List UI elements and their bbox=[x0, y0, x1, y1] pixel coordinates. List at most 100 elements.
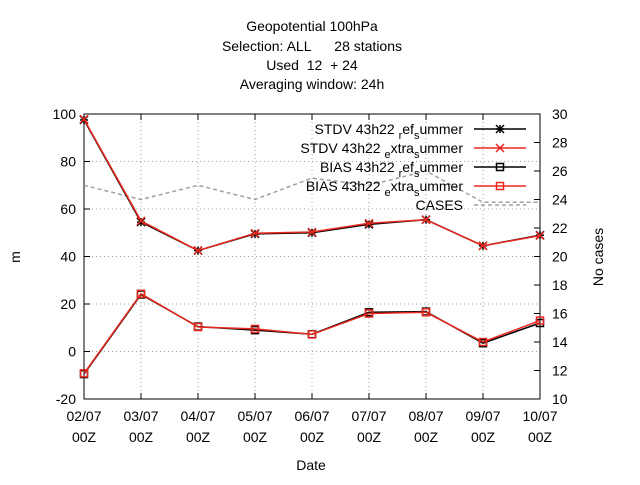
data-point bbox=[535, 316, 545, 325]
series-4 bbox=[83, 170, 540, 204]
data-point bbox=[364, 219, 374, 229]
legend-label-part: s bbox=[414, 130, 420, 142]
legend-label-part: BIAS 43h22 bbox=[306, 178, 385, 194]
data-point bbox=[136, 216, 146, 226]
data-point bbox=[478, 241, 488, 251]
y-tick-label: 40 bbox=[60, 249, 76, 265]
title-line-1: Geopotential 100hPa bbox=[246, 18, 378, 34]
x-tick-label-date: 06/07 bbox=[294, 408, 329, 424]
legend-swatch-marker bbox=[495, 162, 505, 172]
x-tick-label-date: 10/07 bbox=[522, 408, 557, 424]
title-line-3: Used 12 + 24 bbox=[266, 57, 358, 73]
y2-tick-label: 10 bbox=[552, 391, 568, 407]
y-tick-label: 0 bbox=[68, 344, 76, 360]
data-point bbox=[535, 231, 545, 241]
y2-tick-label: 24 bbox=[552, 192, 568, 208]
y2-tick-label: 12 bbox=[552, 363, 568, 379]
x-tick-label-date: 03/07 bbox=[123, 408, 158, 424]
legend-label-part: s bbox=[414, 187, 420, 199]
x-tick-label-hour: 00Z bbox=[72, 429, 97, 445]
y2-tick-label: 22 bbox=[552, 220, 568, 236]
data-point bbox=[364, 309, 374, 318]
legend-label: STDV 43h22 refsummer bbox=[315, 121, 464, 142]
legend-label-part: ummer bbox=[419, 178, 463, 194]
y2-tick-label: 20 bbox=[552, 249, 568, 265]
series-3 bbox=[79, 289, 545, 378]
legend-label-part: s bbox=[414, 149, 420, 161]
legend-label: BIAS 43h22 extrasummer bbox=[306, 178, 463, 199]
x-tick-label-hour: 00Z bbox=[243, 429, 268, 445]
data-point bbox=[250, 228, 260, 238]
legend-label-part: e bbox=[384, 149, 390, 161]
legend-swatch-marker bbox=[495, 124, 505, 134]
legend-label-part: ummer bbox=[419, 159, 463, 175]
data-point bbox=[364, 218, 374, 228]
legend-label-part: ummer bbox=[419, 140, 463, 156]
legend-label-part: ef bbox=[402, 121, 414, 137]
legend-swatch-marker bbox=[495, 143, 505, 153]
x-tick-label-hour: 00Z bbox=[357, 429, 382, 445]
data-point bbox=[136, 289, 146, 299]
legend-label: STDV 43h22 extrasummer bbox=[300, 140, 463, 161]
x-tick-label-hour: 00Z bbox=[300, 429, 325, 445]
data-point bbox=[421, 308, 431, 317]
legend-label-part: ef bbox=[402, 159, 414, 175]
data-point bbox=[79, 114, 89, 124]
x-tick-label-hour: 00Z bbox=[186, 429, 211, 445]
series-layer bbox=[79, 114, 545, 379]
data-point bbox=[307, 330, 317, 339]
x-tick-label-date: 07/07 bbox=[351, 408, 386, 424]
legend-swatch-marker bbox=[495, 181, 505, 191]
y2-axis-ticks: 10 12 14 16 18 20 22 24 26 28 30 bbox=[534, 106, 568, 407]
x-tick-label-hour: 00Z bbox=[528, 429, 553, 445]
legend-label-part: r bbox=[399, 168, 403, 180]
legend-label-part: s bbox=[414, 168, 420, 180]
y-axis-label: m bbox=[7, 251, 23, 263]
title-line-2: Selection: ALL 28 stations bbox=[222, 38, 402, 54]
y-tick-label: 100 bbox=[53, 106, 77, 122]
legend-label-part: e bbox=[384, 187, 390, 199]
x-tick-label-date: 02/07 bbox=[66, 408, 101, 424]
legend-label: CASES bbox=[416, 197, 463, 213]
x-tick-label-hour: 00Z bbox=[414, 429, 439, 445]
x-tick-label-hour: 00Z bbox=[129, 429, 154, 445]
data-point bbox=[193, 322, 203, 332]
series-line bbox=[83, 170, 540, 204]
x-tick-label-hour: 00Z bbox=[471, 429, 496, 445]
series-line bbox=[83, 292, 541, 374]
x-tick-label-date: 08/07 bbox=[408, 408, 443, 424]
y2-tick-label: 18 bbox=[552, 277, 568, 293]
y2-tick-label: 28 bbox=[552, 135, 568, 151]
y2-tick-label: 30 bbox=[552, 106, 568, 122]
legend-label-part: STDV 43h22 bbox=[300, 140, 384, 156]
legend-label-part: ummer bbox=[419, 121, 463, 137]
chart-title: Geopotential 100hPa Selection: ALL 28 st… bbox=[222, 18, 402, 92]
legend-label-part: xtra bbox=[391, 140, 415, 156]
legend-label-part: BIAS 43h22 bbox=[320, 159, 399, 175]
y-tick-label: -20 bbox=[56, 391, 76, 407]
x-tick-label-date: 05/07 bbox=[237, 408, 272, 424]
data-point bbox=[193, 246, 203, 256]
y2-tick-label: 26 bbox=[552, 163, 568, 179]
legend-label-part: r bbox=[399, 130, 403, 142]
data-point bbox=[79, 369, 89, 378]
x-tick-label-date: 04/07 bbox=[180, 408, 215, 424]
y-tick-label: 20 bbox=[60, 296, 76, 312]
y-tick-label: 60 bbox=[60, 201, 76, 217]
y-axis-ticks: -20 0 20 40 60 80 100 bbox=[53, 106, 90, 407]
x-axis-ticks: 02/07 00Z 03/07 00Z 04/07 00Z 05/07 00Z 06/07 00Z… bbox=[66, 114, 558, 445]
legend-label-part: xtra bbox=[391, 178, 415, 194]
grid bbox=[84, 114, 540, 399]
data-point bbox=[421, 215, 431, 225]
legend-label: BIAS 43h22 refsummer bbox=[320, 159, 463, 180]
y2-axis-label: No cases bbox=[590, 228, 606, 286]
y2-tick-label: 14 bbox=[552, 334, 568, 350]
x-axis-label: Date bbox=[296, 457, 326, 473]
series-1 bbox=[79, 114, 545, 256]
data-point bbox=[250, 324, 260, 334]
legend-label-part: STDV 43h22 bbox=[315, 121, 399, 137]
y-tick-label: 80 bbox=[60, 154, 76, 170]
data-point bbox=[307, 227, 317, 237]
